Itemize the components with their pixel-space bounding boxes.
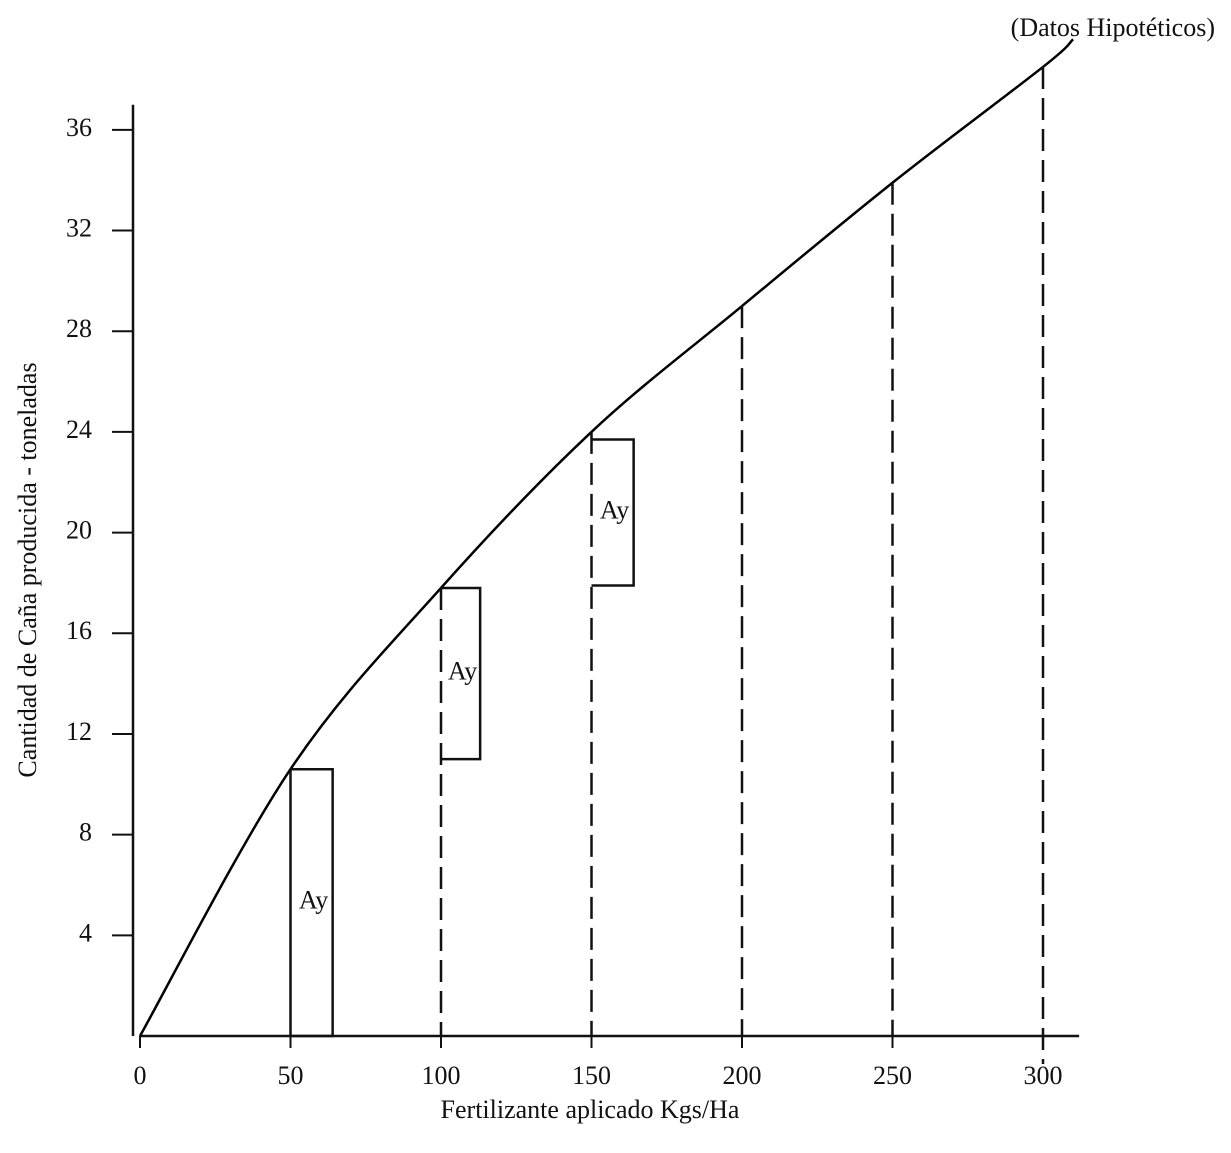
delta-bracket: [290, 767, 334, 1038]
x-tick-label: 250: [873, 1061, 912, 1090]
y-tick-label: 28: [66, 314, 92, 343]
x-tick-label: 0: [134, 1061, 147, 1090]
y-tick-label: 12: [66, 717, 92, 746]
x-tick-label: 50: [278, 1061, 304, 1090]
y-tick-label: 24: [66, 415, 92, 444]
delta-label: Ay: [448, 657, 477, 686]
x-axis-label: Fertilizante aplicado Kgs/Ha: [441, 1095, 740, 1124]
y-tick-label: 4: [79, 918, 92, 947]
y-tick-label: 32: [66, 214, 92, 243]
delta-bracket: [591, 438, 635, 587]
x-tick-label: 300: [1024, 1061, 1063, 1090]
delta-label: Ay: [299, 886, 328, 915]
curve: [138, 38, 1074, 1037]
x-tick-label: 200: [723, 1061, 762, 1090]
y-tick-label: 16: [66, 616, 92, 645]
x-tick-label: 100: [422, 1061, 461, 1090]
delta-bracket: [441, 586, 482, 761]
delta-label: Ay: [600, 495, 629, 524]
y-tick-label: 20: [66, 516, 92, 545]
x-tick-label: 150: [572, 1061, 611, 1090]
y-tick-label: 8: [79, 818, 92, 847]
y-tick-label: 36: [66, 113, 92, 142]
chart-title: (Datos Hipotéticos): [1011, 13, 1215, 42]
y-axis-label: Cantidad de Caña producida - toneladas: [13, 362, 42, 777]
